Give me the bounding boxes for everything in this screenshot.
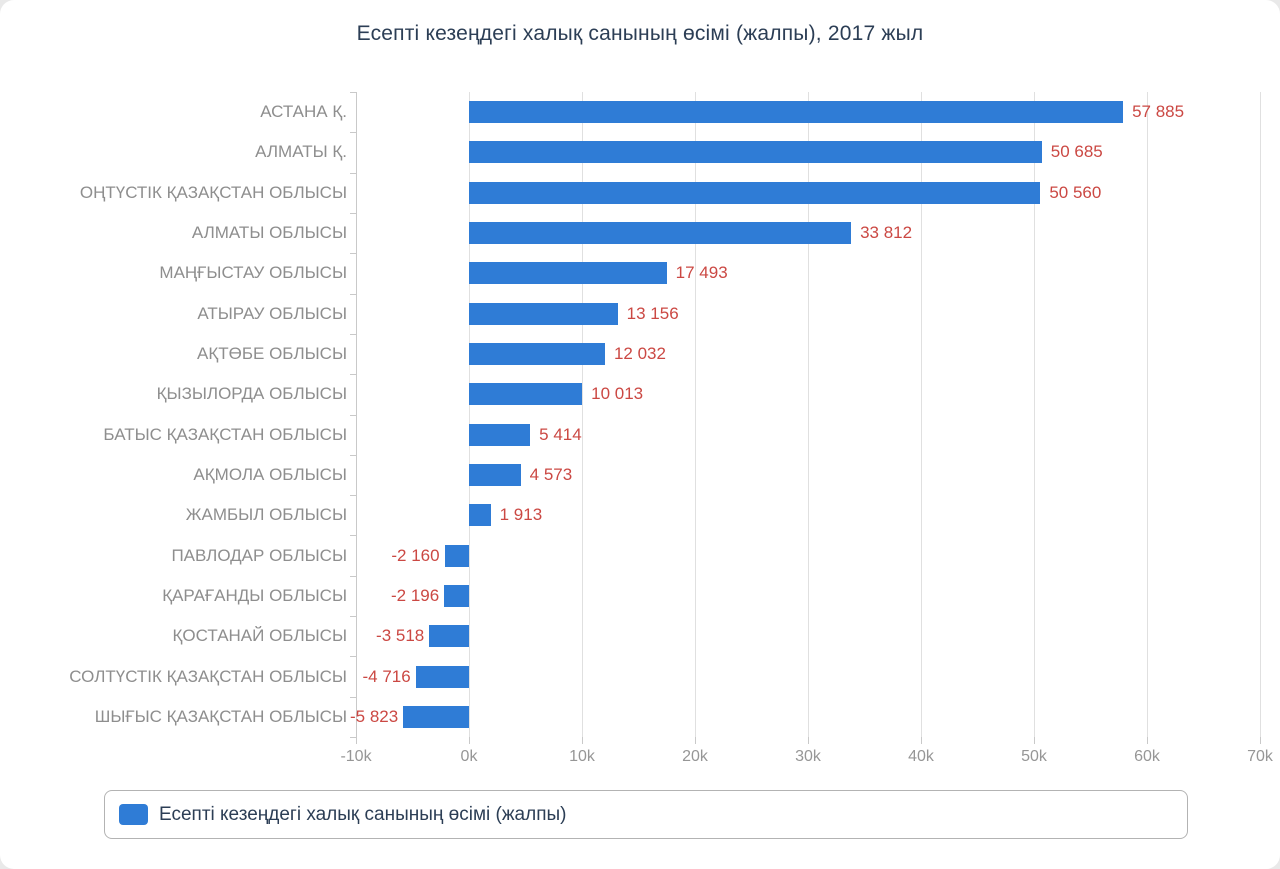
x-axis-label: 40k bbox=[908, 748, 934, 765]
gridline bbox=[469, 92, 470, 737]
bar[interactable] bbox=[469, 343, 605, 366]
bar-value-label: -3 518 bbox=[376, 626, 425, 646]
legend-marker-icon bbox=[119, 804, 148, 825]
bar[interactable] bbox=[469, 383, 583, 406]
x-axis-tick bbox=[921, 737, 922, 744]
category-label: АТЫРАУ ОБЛЫСЫ bbox=[197, 303, 347, 323]
category-label: АҚМОЛА ОБЛЫСЫ bbox=[193, 464, 347, 484]
bar[interactable] bbox=[403, 705, 469, 728]
bar[interactable] bbox=[469, 504, 491, 527]
bar-value-label: 4 573 bbox=[529, 464, 573, 484]
bar-value-label: -4 716 bbox=[362, 666, 411, 686]
bar[interactable] bbox=[444, 544, 469, 567]
category-axis-tick bbox=[350, 212, 356, 214]
category-axis-tick bbox=[350, 495, 356, 497]
x-axis-tick bbox=[1260, 737, 1261, 744]
gridline bbox=[1034, 92, 1035, 737]
category-axis-tick bbox=[350, 616, 356, 618]
bar-value-label: 57 885 bbox=[1132, 102, 1185, 122]
legend-label: Есепті кезеңдегі халық санының өсімі (жа… bbox=[159, 803, 567, 825]
bar-value-label: -5 823 bbox=[350, 706, 399, 726]
category-label: ПАВЛОДАР ОБЛЫСЫ bbox=[171, 545, 347, 565]
category-label: БАТЫС ҚАЗАҚСТАН ОБЛЫСЫ bbox=[103, 424, 347, 444]
category-axis-tick bbox=[350, 737, 356, 738]
category-axis-tick bbox=[350, 414, 356, 416]
category-axis-tick bbox=[350, 172, 356, 174]
gridline bbox=[582, 92, 583, 737]
x-axis-label: -10k bbox=[340, 748, 372, 765]
category-label: ШЫҒЫС ҚАЗАҚСТАН ОБЛЫСЫ bbox=[94, 706, 347, 726]
category-axis-tick bbox=[350, 293, 356, 295]
x-axis-label: 50k bbox=[1021, 748, 1047, 765]
x-axis-label: 60k bbox=[1134, 748, 1160, 765]
bar-value-label: 13 156 bbox=[626, 303, 679, 323]
x-axis-label: 10k bbox=[569, 748, 595, 765]
category-axis-tick bbox=[350, 696, 356, 698]
bar[interactable] bbox=[469, 463, 521, 486]
x-axis-tick bbox=[808, 737, 809, 744]
x-axis-tick bbox=[356, 737, 357, 744]
category-label: ҚОСТАНАЙ ОБЛЫСЫ bbox=[172, 626, 347, 646]
gridline bbox=[1260, 92, 1261, 737]
category-axis-tick bbox=[350, 656, 356, 658]
bar-value-label: 50 685 bbox=[1050, 142, 1103, 162]
category-axis-tick bbox=[350, 575, 356, 577]
category-label: ҚАРАҒАНДЫ ОБЛЫСЫ bbox=[162, 585, 347, 605]
x-axis-label: 70k bbox=[1247, 748, 1273, 765]
category-label: ОҢТҮСТІК ҚАЗАҚСТАН ОБЛЫСЫ bbox=[79, 182, 347, 202]
bar-value-label: 12 032 bbox=[613, 344, 666, 364]
bar[interactable] bbox=[415, 665, 469, 688]
bar[interactable] bbox=[469, 101, 1124, 124]
chart-title: Есепті кезеңдегі халық санының өсімі (жа… bbox=[356, 22, 924, 45]
legend: Есепті кезеңдегі халық санының өсімі (жа… bbox=[104, 790, 1188, 839]
bar[interactable] bbox=[469, 181, 1041, 204]
bar-value-label: -2 196 bbox=[390, 585, 440, 605]
category-axis-tick bbox=[350, 333, 356, 335]
category-axis-tick bbox=[350, 454, 356, 456]
x-axis-tick bbox=[1034, 737, 1035, 744]
bar-value-label: 5 414 bbox=[539, 424, 582, 444]
bar-value-label: 33 812 bbox=[860, 223, 913, 243]
category-label: АСТАНА Қ. bbox=[260, 102, 347, 122]
bar-value-label: 10 013 bbox=[591, 384, 644, 404]
category-axis-tick bbox=[350, 132, 356, 134]
x-axis-tick bbox=[582, 737, 583, 744]
x-axis-tick bbox=[695, 737, 696, 744]
bar-value-label: 17 493 bbox=[675, 263, 728, 283]
bar[interactable] bbox=[444, 584, 469, 607]
x-axis-tick bbox=[1147, 737, 1148, 744]
category-label: АЛМАТЫ Қ. bbox=[255, 142, 347, 162]
category-axis-tick bbox=[350, 253, 356, 255]
x-axis-label: 0k bbox=[460, 748, 478, 765]
bar-value-label: -2 160 bbox=[391, 545, 440, 565]
legend-item[interactable]: Есепті кезеңдегі халық санының өсімі (жа… bbox=[119, 804, 566, 826]
bar[interactable] bbox=[469, 262, 667, 285]
category-axis-tick bbox=[350, 92, 356, 93]
gridline bbox=[921, 92, 922, 737]
bar[interactable] bbox=[429, 625, 469, 648]
gridline bbox=[695, 92, 696, 737]
bar[interactable] bbox=[469, 222, 852, 245]
category-label: ҚЫЗЫЛОРДА ОБЛЫСЫ bbox=[156, 384, 347, 404]
category-label: АЛМАТЫ ОБЛЫСЫ bbox=[191, 223, 347, 243]
category-axis-tick bbox=[350, 374, 356, 376]
bar[interactable] bbox=[469, 141, 1042, 164]
category-label: АҚТӨБЕ ОБЛЫСЫ bbox=[197, 344, 347, 364]
category-label: ЖАМБЫЛ ОБЛЫСЫ bbox=[185, 505, 347, 525]
gridline bbox=[1147, 92, 1148, 737]
category-label: МАҢҒЫСТАУ ОБЛЫСЫ bbox=[159, 263, 347, 283]
bar[interactable] bbox=[469, 302, 618, 325]
category-axis-line bbox=[356, 92, 357, 737]
category-axis-tick bbox=[350, 535, 356, 537]
x-axis-tick bbox=[469, 737, 470, 744]
x-axis-label: 30k bbox=[795, 748, 821, 765]
gridline bbox=[808, 92, 809, 737]
x-axis-label: 20k bbox=[682, 748, 708, 765]
bar[interactable] bbox=[469, 423, 531, 446]
bar-value-label: 50 560 bbox=[1049, 182, 1102, 202]
category-label: СОЛТҮСТІК ҚАЗАҚСТАН ОБЛЫСЫ bbox=[69, 666, 347, 686]
bar-value-label: 1 913 bbox=[499, 505, 543, 525]
